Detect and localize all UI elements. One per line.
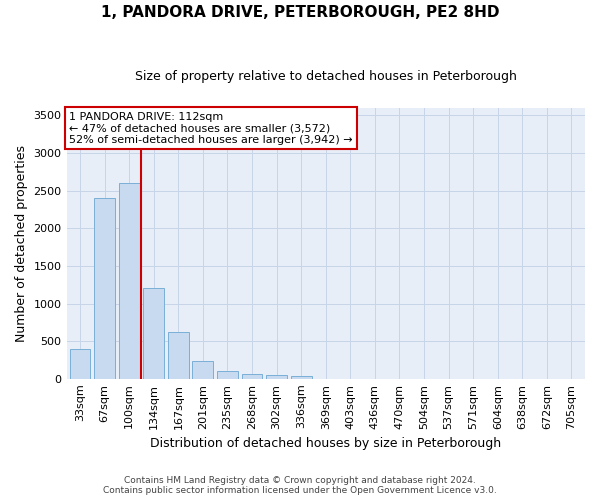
Text: 1 PANDORA DRIVE: 112sqm
← 47% of detached houses are smaller (3,572)
52% of semi: 1 PANDORA DRIVE: 112sqm ← 47% of detache… [69,112,353,145]
Text: 1, PANDORA DRIVE, PETERBOROUGH, PE2 8HD: 1, PANDORA DRIVE, PETERBOROUGH, PE2 8HD [101,5,499,20]
Bar [291,376,311,379]
Bar [193,362,214,379]
Bar [242,374,262,379]
Y-axis label: Number of detached properties: Number of detached properties [15,145,28,342]
Bar [168,332,189,379]
X-axis label: Distribution of detached houses by size in Peterborough: Distribution of detached houses by size … [150,437,502,450]
Bar [119,183,140,379]
Text: Contains HM Land Registry data © Crown copyright and database right 2024.
Contai: Contains HM Land Registry data © Crown c… [103,476,497,495]
Bar [94,198,115,379]
Title: Size of property relative to detached houses in Peterborough: Size of property relative to detached ho… [135,70,517,83]
Bar [266,374,287,379]
Bar [217,372,238,379]
Bar [70,348,91,379]
Bar [143,288,164,379]
